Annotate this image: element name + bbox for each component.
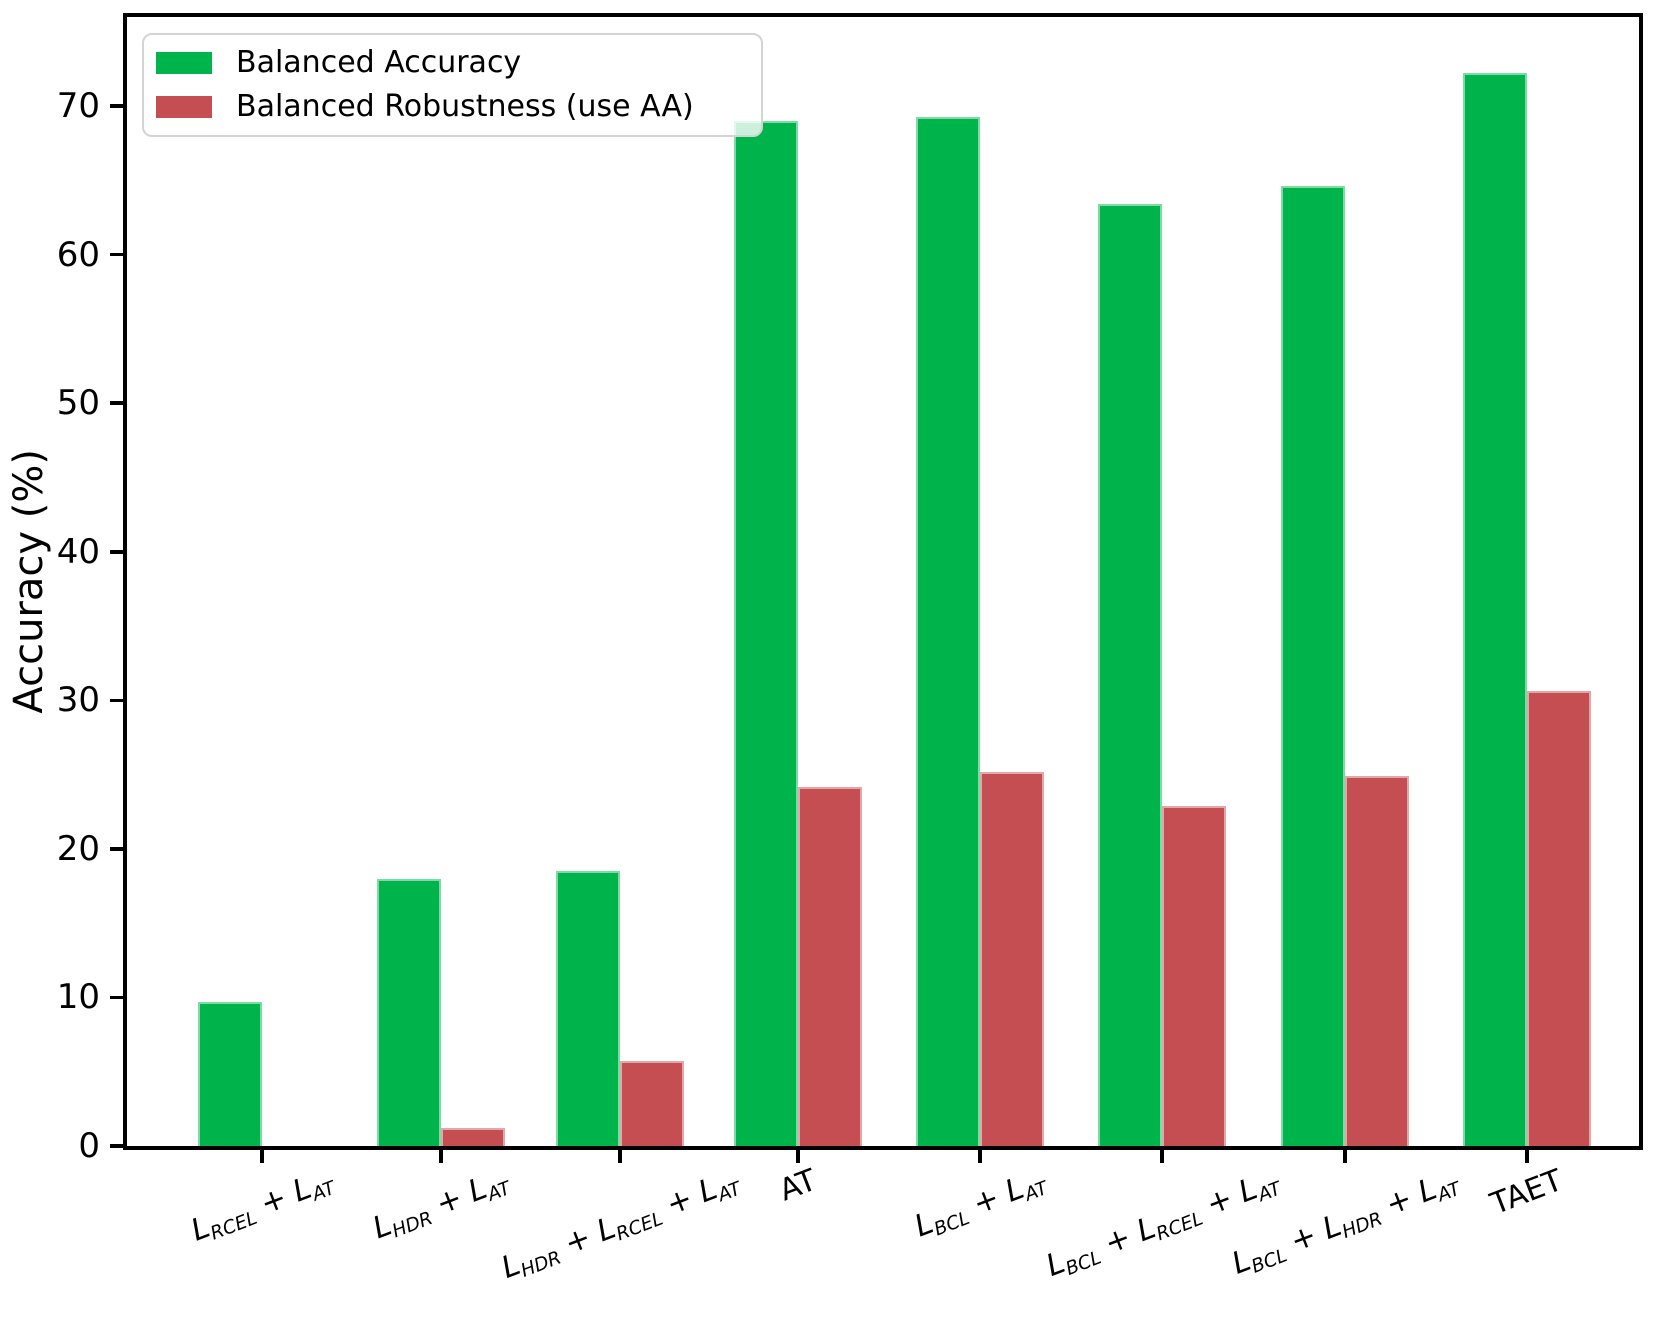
bar-robustness — [441, 1128, 505, 1146]
bar-accuracy — [1098, 204, 1162, 1146]
x-tick-mark — [796, 1150, 800, 1163]
bar-robustness — [620, 1061, 684, 1146]
y-tick-mark — [110, 252, 123, 257]
y-tick-label: 20 — [56, 828, 100, 869]
bar-robustness — [798, 786, 862, 1146]
bar-accuracy — [1281, 186, 1345, 1146]
bar-accuracy — [916, 116, 980, 1146]
bar-accuracy — [556, 871, 620, 1146]
y-tick-label: 50 — [56, 383, 100, 424]
y-tick-mark — [110, 401, 123, 405]
bar-accuracy — [1463, 73, 1527, 1146]
x-tick-mark — [1525, 1150, 1529, 1163]
y-tick-mark — [110, 698, 123, 703]
bar-robustness — [980, 771, 1044, 1146]
y-tick-label: 40 — [56, 531, 100, 572]
y-tick-mark — [110, 550, 123, 554]
x-tick-label: LHDR + LAT — [368, 1171, 514, 1247]
x-tick-mark — [1160, 1150, 1164, 1163]
y-tick-label: 60 — [56, 234, 100, 275]
y-tick-mark — [110, 1144, 123, 1148]
plot-area — [123, 13, 1643, 1150]
legend: Balanced Accuracy Balanced Robustness (u… — [142, 33, 763, 137]
x-tick-label: LBCL + LAT — [909, 1171, 1051, 1245]
bar-accuracy — [734, 120, 798, 1146]
x-tick-mark — [618, 1150, 622, 1163]
bar-robustness — [1345, 776, 1409, 1146]
y-axis-label: Accuracy (%) — [6, 449, 52, 714]
bar-accuracy — [377, 878, 441, 1146]
x-tick-label: AT — [774, 1163, 821, 1209]
y-tick-mark — [110, 995, 123, 1000]
y-tick-mark — [110, 104, 123, 108]
y-tick-label: 10 — [56, 977, 100, 1018]
legend-label-accuracy: Balanced Accuracy — [236, 45, 522, 80]
bar-robustness — [1527, 691, 1591, 1146]
y-tick-label: 30 — [56, 680, 100, 721]
legend-label-robustness: Balanced Robustness (use AA) — [236, 89, 694, 124]
bar-accuracy — [198, 1001, 262, 1146]
y-tick-label: 0 — [78, 1126, 100, 1166]
x-tick-label: TAET — [1485, 1163, 1568, 1223]
x-tick-label: LRCEL + LAT — [186, 1171, 339, 1249]
bar-robustness — [1162, 805, 1226, 1146]
y-axis-label-wrap: Accuracy (%) — [6, 13, 52, 1150]
x-tick-label: LHDR + LRCEL + LAT — [496, 1171, 744, 1286]
y-tick-label: 70 — [56, 86, 100, 127]
x-tick-mark — [439, 1150, 443, 1163]
legend-row-robustness: Balanced Robustness (use AA) — [156, 92, 747, 122]
y-tick-mark — [110, 847, 123, 851]
x-tick-mark — [1343, 1150, 1347, 1163]
legend-row-accuracy: Balanced Accuracy — [156, 48, 747, 78]
legend-swatch-robustness-icon — [156, 96, 212, 118]
x-tick-mark — [260, 1150, 264, 1163]
legend-swatch-accuracy-icon — [156, 52, 212, 74]
x-tick-mark — [978, 1150, 982, 1163]
